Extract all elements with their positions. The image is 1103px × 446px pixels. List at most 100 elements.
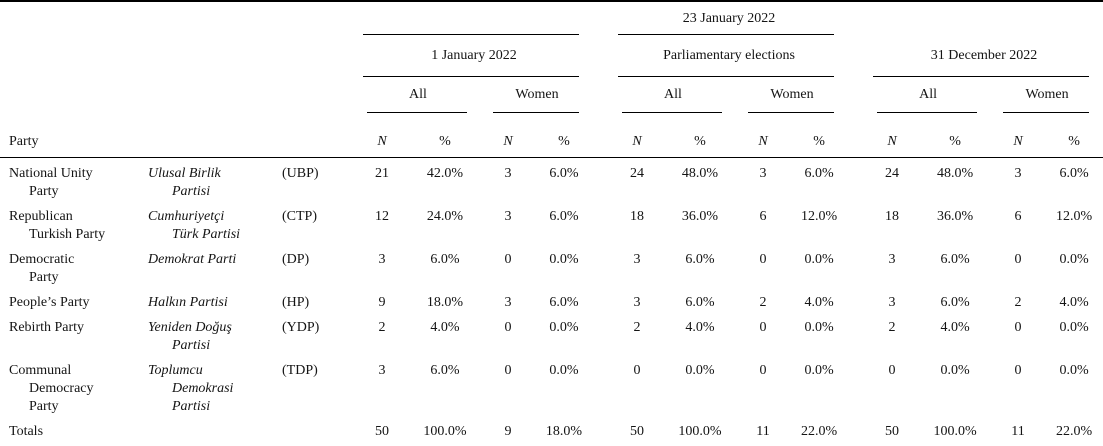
value-dec31-women-n: 2 <box>1014 295 1022 310</box>
value-elections-women-n: 11 <box>756 424 770 439</box>
party-name-en: Democratic Party <box>9 252 75 285</box>
value-elections-women-pct: 0.0% <box>804 363 834 378</box>
value-dec31-women-pct: 4.0% <box>1059 295 1089 310</box>
party-name-tr: Demokrat Parti <box>148 252 237 267</box>
header-row-metrics: Party N % N % N % N % N % N % <box>0 113 1103 158</box>
n-column-header: N <box>736 113 790 158</box>
value-dec31-women-n: 0 <box>1014 252 1022 267</box>
group-gap <box>848 355 865 416</box>
value-elections-women-n: 0 <box>759 252 767 267</box>
value-jan1-women-n: 3 <box>504 166 512 181</box>
value-dec31-all-pct: 0.0% <box>940 363 970 378</box>
group-gap <box>593 201 610 244</box>
value-jan1-women-pct: 0.0% <box>549 320 579 335</box>
value-dec31-all-n: 24 <box>885 166 900 181</box>
totals-label: Totals <box>9 424 44 439</box>
group-gap <box>848 1 865 35</box>
group-gap <box>593 77 610 113</box>
value-dec31-all-n: 50 <box>885 424 900 439</box>
value-elections-women-n: 6 <box>759 209 767 224</box>
value-jan1-all-pct: 6.0% <box>430 252 460 267</box>
value-dec31-women-n: 6 <box>1014 209 1022 224</box>
group-header-1-january-2022: 1 January 2022 <box>355 35 593 77</box>
value-elections-all-pct: 0.0% <box>685 363 715 378</box>
value-elections-women-pct: 22.0% <box>800 424 838 439</box>
value-dec31-women-n: 11 <box>1011 424 1025 439</box>
n-column-header: N <box>610 113 664 158</box>
election-date-header: 23 January 2022 <box>610 1 848 35</box>
party-abbr: (HP) <box>282 295 310 310</box>
group-gap <box>593 244 610 287</box>
value-jan1-women-n: 0 <box>504 252 512 267</box>
table-row: Rebirth Party Yeniden Doğuş Partisi (YDP) 2 4… <box>0 312 1103 355</box>
value-elections-all-pct: 6.0% <box>685 295 715 310</box>
group-gap <box>848 113 866 158</box>
group-gap <box>593 158 610 202</box>
group-gap <box>848 77 865 113</box>
value-jan1-all-n: 2 <box>378 320 386 335</box>
group-header-31-december-2022: 31 December 2022 <box>865 35 1103 77</box>
table-row: Republican Turkish Party Cumhuriyetçi Türk … <box>0 201 1103 244</box>
spacer-cell <box>865 1 1103 35</box>
value-elections-all-n: 3 <box>633 252 641 267</box>
value-jan1-women-n: 3 <box>504 209 512 224</box>
pct-column-header: % <box>409 113 481 158</box>
value-elections-women-pct: 12.0% <box>800 209 838 224</box>
value-dec31-all-n: 3 <box>888 295 896 310</box>
subheader-all-elections: All <box>610 77 736 113</box>
pct-column-header: % <box>790 113 849 158</box>
value-elections-women-pct: 4.0% <box>804 295 834 310</box>
party-abbr: (DP) <box>282 252 310 267</box>
group-gap <box>848 416 865 446</box>
value-dec31-women-pct: 12.0% <box>1055 209 1093 224</box>
value-elections-all-n: 24 <box>630 166 644 181</box>
n-column-header: N <box>865 113 920 158</box>
value-jan1-all-pct: 24.0% <box>426 209 464 224</box>
value-jan1-all-pct: 42.0% <box>426 166 464 181</box>
value-jan1-women-pct: 18.0% <box>545 424 583 439</box>
value-dec31-all-pct: 36.0% <box>936 209 974 224</box>
value-dec31-women-pct: 0.0% <box>1059 252 1089 267</box>
value-elections-women-n: 2 <box>759 295 767 310</box>
value-dec31-women-pct: 22.0% <box>1055 424 1093 439</box>
value-dec31-all-pct: 4.0% <box>940 320 970 335</box>
pct-column-header: % <box>535 113 593 158</box>
value-elections-all-n: 18 <box>630 209 644 224</box>
value-elections-women-n: 3 <box>759 166 767 181</box>
spacer-cell <box>0 35 355 77</box>
group-gap <box>593 416 610 446</box>
group-gap <box>593 312 610 355</box>
table-row: National Unity Party Ulusal Birlik Partisi (… <box>0 158 1103 202</box>
value-elections-all-pct: 100.0% <box>678 424 722 439</box>
value-jan1-all-pct: 6.0% <box>430 363 460 378</box>
group-gap <box>593 287 610 312</box>
n-column-header: N <box>481 113 535 158</box>
value-jan1-all-n: 21 <box>375 166 389 181</box>
party-column-header: Party <box>0 113 355 158</box>
value-dec31-women-n: 3 <box>1014 166 1022 181</box>
group-gap <box>848 35 865 77</box>
value-dec31-all-n: 2 <box>888 320 896 335</box>
party-abbr: (CTP) <box>282 209 317 224</box>
party-name-en: National Unity Party <box>9 166 93 199</box>
n-column-header: N <box>991 113 1046 158</box>
table-row: Democratic Party Demokrat Parti (DP) 3 6.0% 0 0… <box>0 244 1103 287</box>
party-name-en: People’s Party <box>9 295 90 310</box>
header-row-groups: 1 January 2022 Parliamentary elections 3… <box>0 35 1103 77</box>
value-jan1-all-pct: 4.0% <box>430 320 460 335</box>
value-jan1-women-pct: 6.0% <box>549 295 579 310</box>
totals-row: Totals 50 100.0% 9 18.0% 50 100.0% 11 22.0% 50 100… <box>0 416 1103 446</box>
group-gap <box>593 355 610 416</box>
value-jan1-all-n: 3 <box>378 252 386 267</box>
value-dec31-women-n: 0 <box>1014 363 1022 378</box>
value-jan1-women-n: 0 <box>504 363 512 378</box>
value-jan1-all-n: 50 <box>375 424 389 439</box>
value-jan1-all-n: 9 <box>378 295 386 310</box>
value-elections-women-pct: 6.0% <box>804 166 834 181</box>
value-elections-all-n: 2 <box>633 320 641 335</box>
group-gap <box>848 312 865 355</box>
subheader-women-elections: Women <box>736 77 848 113</box>
party-name-en: Rebirth Party <box>9 320 85 335</box>
table-row: Communal Democracy Party Toplumcu Demokrasi P… <box>0 355 1103 416</box>
